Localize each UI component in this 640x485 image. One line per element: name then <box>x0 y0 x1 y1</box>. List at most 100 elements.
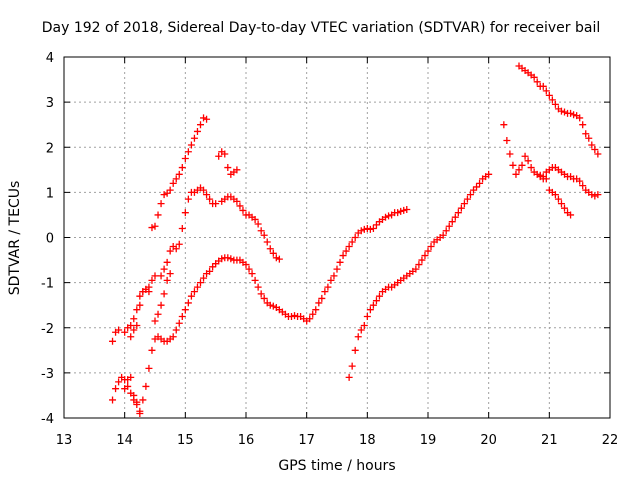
data-point <box>594 150 602 158</box>
series-sat-e <box>121 373 144 417</box>
data-point <box>318 294 326 302</box>
data-point <box>148 346 156 354</box>
series-sat-i <box>536 164 602 200</box>
data-point <box>181 155 189 163</box>
data-point <box>203 115 211 123</box>
data-point <box>236 202 244 210</box>
data-point <box>545 91 553 99</box>
data-point <box>363 224 371 232</box>
data-point <box>169 333 177 341</box>
data-point <box>366 306 374 314</box>
data-point <box>360 321 368 329</box>
data-point <box>215 152 223 160</box>
data-point <box>348 362 356 370</box>
data-point <box>548 96 556 104</box>
x-tick-label: 15 <box>177 433 194 448</box>
data-point <box>151 222 159 230</box>
data-point <box>385 212 393 220</box>
data-point <box>148 276 156 284</box>
data-point <box>460 200 468 208</box>
y-tick-label: 4 <box>46 51 54 66</box>
data-point <box>242 261 250 269</box>
data-point <box>463 195 471 203</box>
data-point <box>190 288 198 296</box>
data-point <box>403 206 411 214</box>
data-point <box>187 141 195 149</box>
data-point <box>206 267 214 275</box>
data-point <box>197 279 204 287</box>
data-point <box>561 204 568 212</box>
data-point <box>272 254 280 262</box>
x-tick-label: 20 <box>480 433 497 448</box>
data-point <box>339 252 347 260</box>
data-point <box>130 326 138 334</box>
series-sat-g <box>345 170 493 381</box>
data-point <box>178 164 186 172</box>
data-point <box>227 255 235 263</box>
data-point <box>160 290 168 298</box>
data-point <box>121 328 129 336</box>
data-point <box>233 166 241 174</box>
x-tick-label: 14 <box>116 433 133 448</box>
data-point <box>160 265 168 273</box>
series-sat-j <box>515 62 602 158</box>
data-point <box>157 301 165 309</box>
data-point <box>470 186 477 194</box>
y-tick-label: -3 <box>41 367 54 382</box>
data-point <box>466 191 474 199</box>
data-point <box>382 213 390 221</box>
data-point <box>254 283 262 291</box>
data-point <box>567 109 575 117</box>
data-point <box>576 114 584 122</box>
data-point <box>570 111 578 119</box>
data-point <box>515 166 523 174</box>
data-point <box>372 297 380 305</box>
data-point <box>457 204 465 212</box>
data-point <box>476 179 484 187</box>
y-tick-label: -1 <box>41 277 54 292</box>
data-point <box>372 221 380 229</box>
data-point <box>506 150 514 158</box>
data-point <box>127 321 135 329</box>
data-point <box>245 265 253 273</box>
data-point <box>594 191 602 199</box>
data-point <box>112 385 120 393</box>
data-point <box>115 378 123 386</box>
data-point <box>375 292 383 300</box>
data-point <box>212 200 220 208</box>
x-tick-label: 16 <box>238 433 255 448</box>
data-point <box>315 299 323 307</box>
data-point <box>151 272 159 280</box>
data-point <box>557 107 565 115</box>
data-point <box>360 225 368 233</box>
data-point <box>251 215 259 223</box>
data-point <box>512 170 520 178</box>
data-point <box>175 319 183 327</box>
data-point <box>366 225 374 233</box>
data-point <box>561 108 568 116</box>
data-point <box>330 272 338 280</box>
data-point <box>415 261 423 269</box>
data-point <box>275 255 283 263</box>
data-point <box>166 270 174 278</box>
y-tick-label: 0 <box>46 232 54 247</box>
data-point <box>357 326 365 334</box>
y-tick-label: -4 <box>41 412 54 427</box>
data-point <box>357 227 365 235</box>
data-point <box>133 306 141 314</box>
data-point <box>181 209 189 217</box>
data-point <box>579 182 587 190</box>
data-point <box>533 78 541 86</box>
data-point <box>539 175 547 183</box>
data-point <box>342 247 350 255</box>
data-point <box>163 276 171 284</box>
data-point <box>145 288 153 296</box>
data-point <box>369 224 377 232</box>
data-point <box>157 272 165 280</box>
data-point <box>121 385 129 393</box>
data-point <box>133 321 141 329</box>
data-point <box>579 121 587 129</box>
data-point <box>269 249 277 257</box>
data-point <box>291 312 299 320</box>
data-point <box>151 317 159 325</box>
